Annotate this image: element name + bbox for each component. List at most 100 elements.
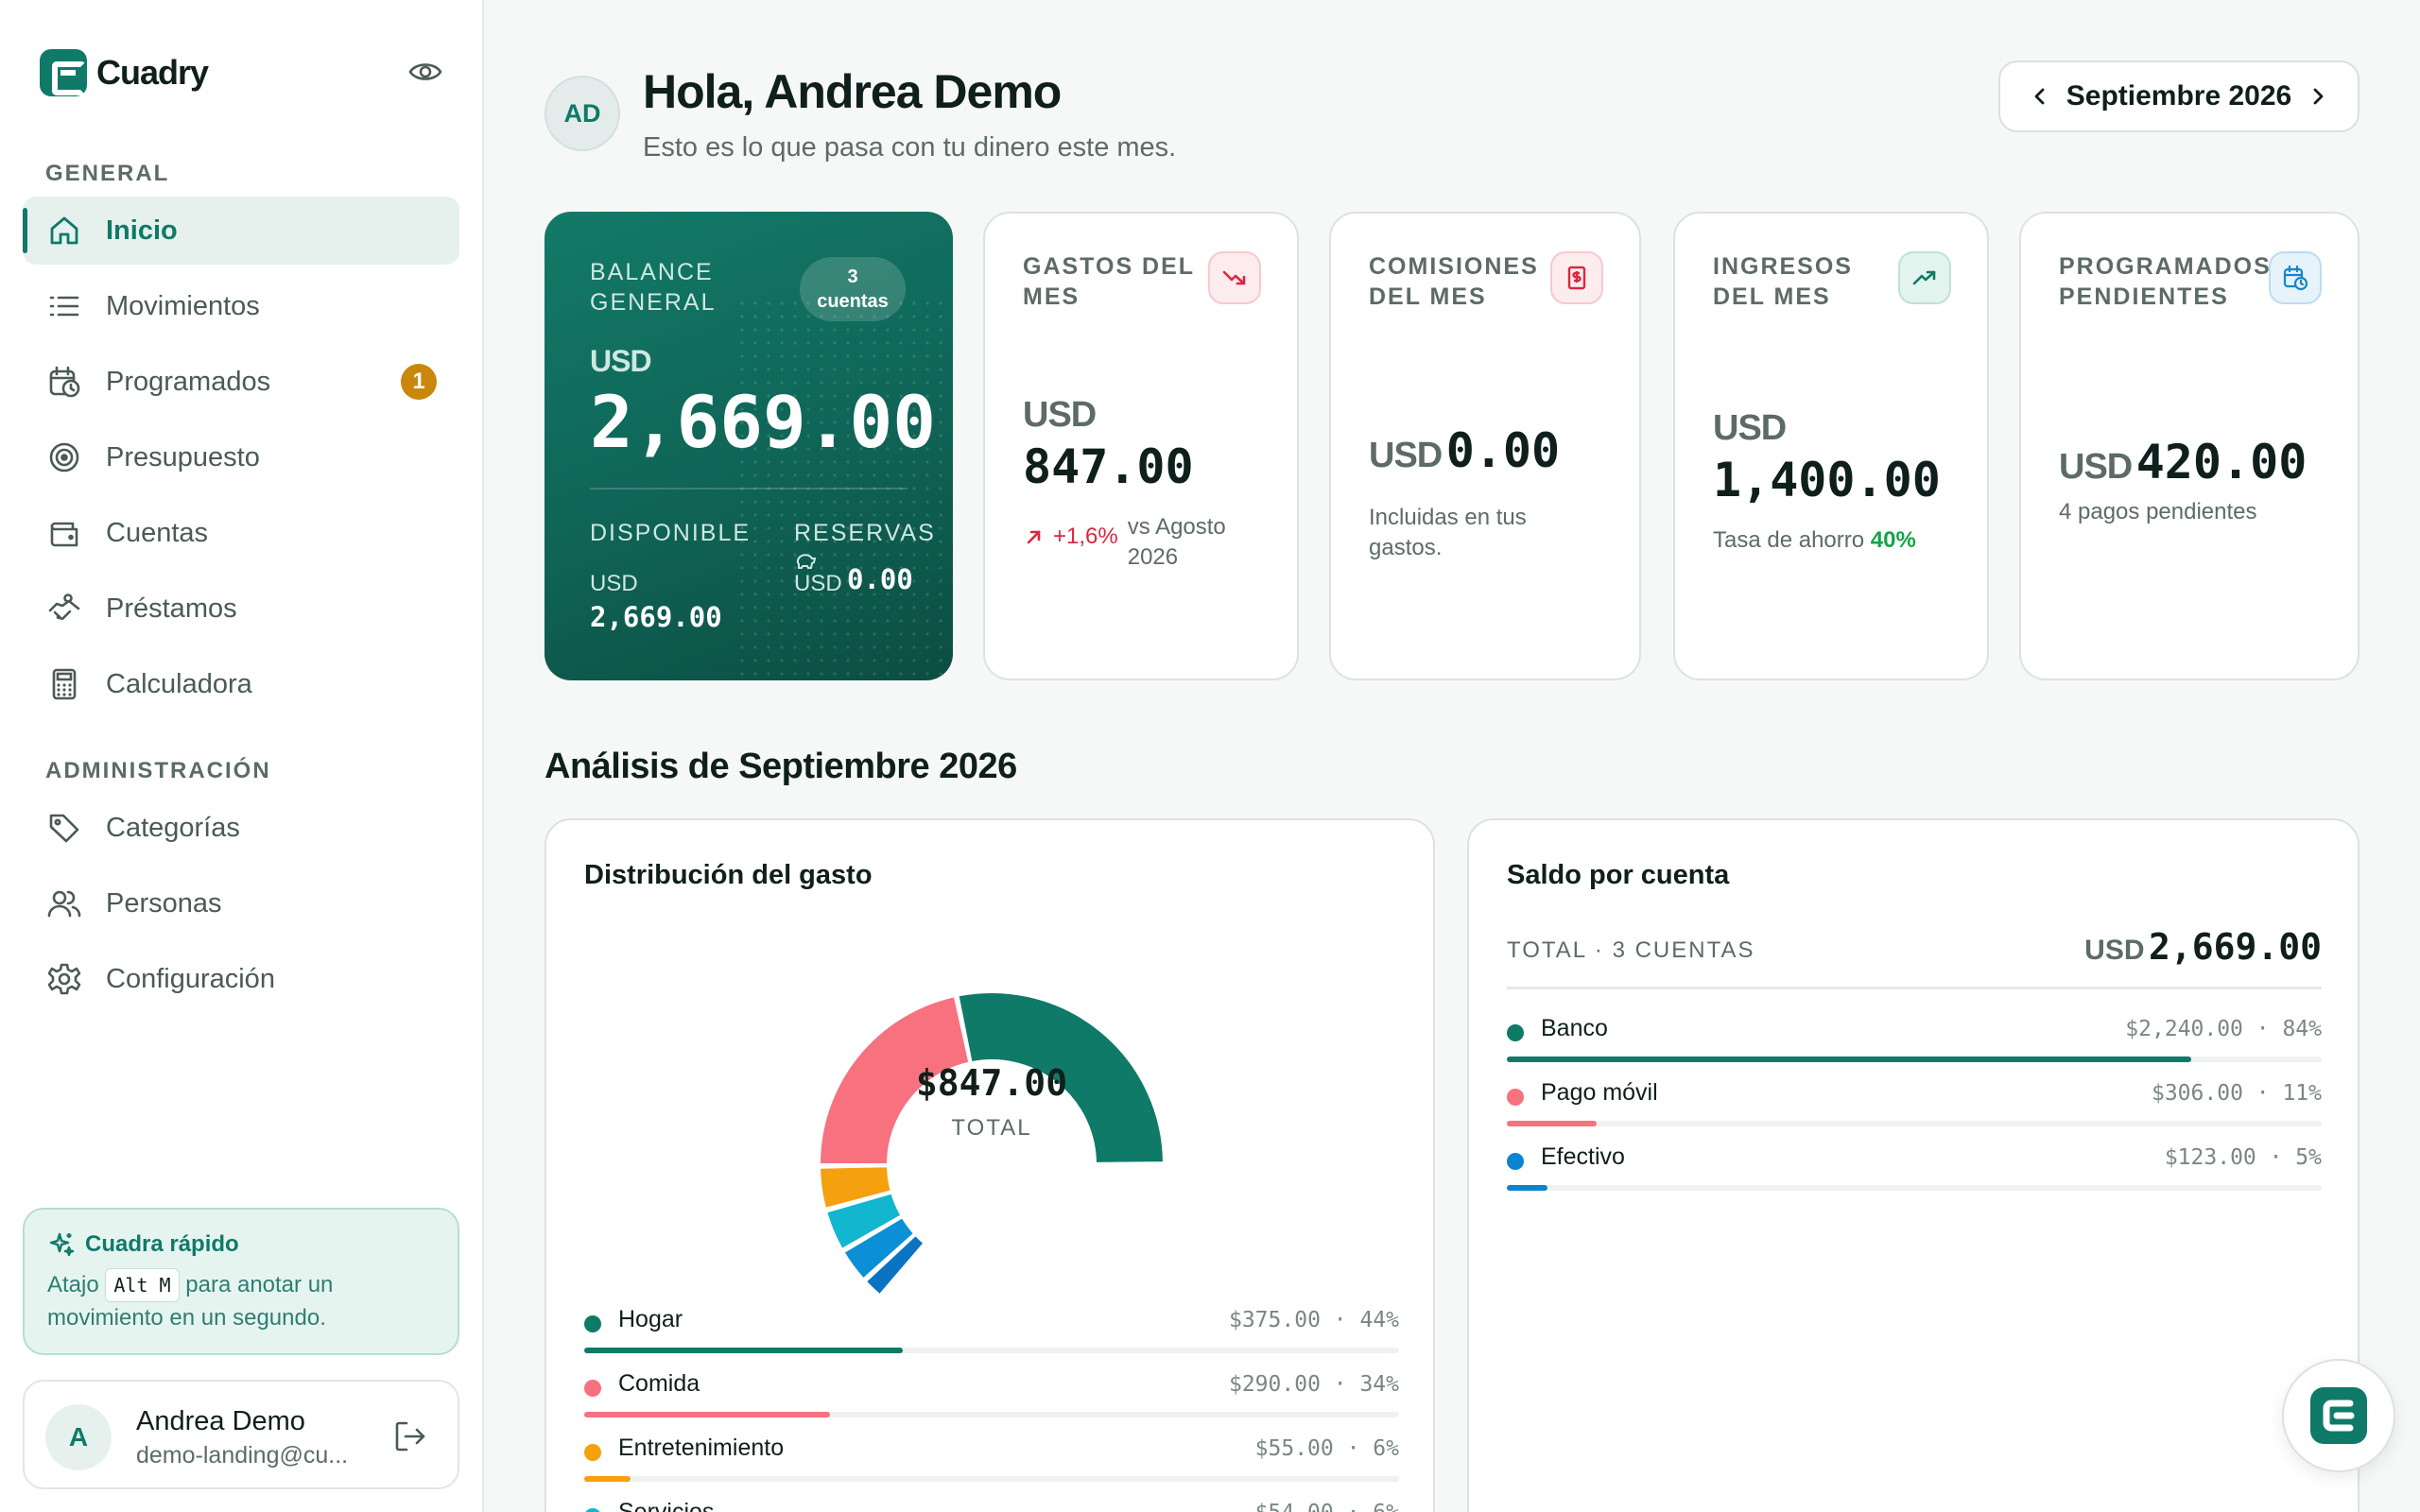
quick-add-text: Atajo Alt M para anotar un movimiento en… (47, 1268, 435, 1334)
account-row[interactable]: Banco $2,240.00 · 84% (1507, 1015, 2322, 1079)
avatar: A (45, 1404, 112, 1470)
balance-label: BALANCE GENERAL (590, 259, 717, 316)
legend-name: Entretenimiento (618, 1435, 785, 1461)
page-subtitle: Esto es lo que pasa con tu dinero este m… (643, 132, 1177, 163)
donut-slice-other-4[interactable] (842, 1215, 916, 1280)
reserves-amount: 0.00 (847, 563, 913, 595)
sidebar-item-label: Presupuesto (106, 441, 260, 472)
progress-track (1507, 1057, 2322, 1062)
legend-value: $375.00 · 44% (1228, 1308, 1399, 1332)
account-value: $123.00 · 5% (2164, 1145, 2322, 1170)
donut-slice-comida[interactable] (818, 995, 971, 1165)
sidebar-item-label: Categorías (106, 812, 240, 843)
reserves-label: RESERVAS (794, 520, 953, 575)
page-title: Hola, Andrea Demo (643, 65, 1062, 118)
sparkles-icon (49, 1232, 75, 1257)
sidebar-item-label: Movimientos (106, 290, 260, 321)
account-row[interactable]: Pago móvil $306.00 · 11% (1507, 1079, 2322, 1143)
sidebar-item-programados[interactable]: Programados 1 (23, 348, 459, 416)
savings-rate-value: 40% (1870, 527, 1916, 553)
legend-color-dot (1507, 1153, 1524, 1170)
accounts-count: 3 (847, 266, 858, 287)
sidebar-item-label: Configuración (106, 963, 275, 994)
balance-amount: 2,669.00 (590, 380, 937, 464)
logout-icon[interactable] (391, 1418, 429, 1455)
accounts-balance-panel: Saldo por cuenta TOTAL · 3 CUENTAS USD 2… (1467, 818, 2360, 1512)
trending-down-icon (1208, 251, 1261, 304)
sidebar-item-inicio[interactable]: Inicio (23, 197, 459, 265)
savings-rate-label: Tasa de ahorro (1713, 527, 1865, 553)
stat-currency: USD (1369, 436, 1443, 475)
stat-label: INGRESOS DEL MES (1713, 253, 1853, 310)
donut-slice-hogar[interactable] (957, 991, 1166, 1164)
change-percent: +1,6% (1053, 524, 1118, 549)
wallet-icon (45, 514, 83, 552)
chevron-left-icon[interactable] (2021, 77, 2059, 115)
sidebar-item-label: Programados (106, 366, 271, 397)
sidebar-item-prestamos[interactable]: Préstamos (23, 575, 459, 643)
current-month[interactable]: Septiembre 2026 (2066, 80, 2292, 112)
legend-item[interactable]: Comida $290.00 · 34% (584, 1370, 1399, 1435)
legend-item[interactable]: Entretenimiento $55.00 · 6% (584, 1435, 1399, 1499)
gastos-amount-block: USD 847.00 (1023, 395, 1194, 494)
section-label-general: GENERAL (45, 161, 170, 186)
progress-track (1507, 1121, 2322, 1126)
chevron-right-icon[interactable] (2299, 77, 2337, 115)
donut-total-amount: $847.00 (915, 1062, 1068, 1104)
arrow-up-right-icon (1027, 530, 1041, 544)
legend-item[interactable]: Hogar $375.00 · 44% (584, 1306, 1399, 1370)
spending-distribution-panel: Distribución del gasto $847.00 TOTAL Hog… (544, 818, 1435, 1512)
tag-icon (45, 809, 83, 847)
sidebar-item-movimientos[interactable]: Movimientos (23, 272, 459, 340)
sidebar-item-label: Calculadora (106, 668, 252, 699)
donut-slice-servicios[interactable] (824, 1192, 903, 1251)
stat-label: PROGRAMADOS PENDIENTES (2059, 253, 2272, 310)
user-card[interactable]: A Andrea Demo demo-landing@cu... (23, 1380, 459, 1489)
stat-amount: 0.00 (1445, 423, 1561, 478)
brand[interactable]: Cuadry (40, 49, 209, 96)
sidebar-item-calculadora[interactable]: Calculadora (23, 650, 459, 718)
donut-slice-other-5[interactable] (864, 1233, 925, 1297)
stat-amount: 847.00 (1023, 439, 1194, 494)
stat-card-gastos[interactable]: GASTOS DEL MES USD 847.00 +1,6% vs Agost… (983, 212, 1299, 680)
stat-amount: 1,400.00 (1713, 453, 1941, 507)
balance-card[interactable]: BALANCE GENERAL 3 cuentas USD 2,669.00 D… (544, 212, 953, 680)
legend-color-dot (584, 1508, 601, 1512)
legend-color-dot (1507, 1089, 1524, 1106)
month-picker: Septiembre 2026 (1998, 60, 2360, 132)
accounts-count-badge: 3 cuentas (800, 257, 906, 321)
sidebar-item-label: Personas (106, 887, 222, 919)
calendar-clock-icon (2269, 251, 2322, 304)
home-icon (45, 212, 83, 249)
accounts-total-currency: USD (2084, 935, 2145, 966)
legend-color-dot (584, 1444, 601, 1461)
gear-icon (45, 960, 83, 998)
accounts-total-label: TOTAL · 3 CUENTAS (1507, 937, 1755, 963)
account-name: Efectivo (1541, 1143, 1625, 1170)
user-name: Andrea Demo (136, 1406, 305, 1436)
progress-track (584, 1476, 1399, 1482)
account-row[interactable]: Efectivo $123.00 · 5% (1507, 1143, 2322, 1208)
stat-card-comisiones[interactable]: COMISIONES DEL MES USD 0.00 Incluidas en… (1329, 212, 1641, 680)
reserves-label-text: RESERVAS (794, 520, 936, 546)
progress-fill (584, 1348, 904, 1353)
section-label-admin: ADMINISTRACIÓN (45, 758, 271, 783)
sidebar-item-personas[interactable]: Personas (23, 869, 459, 937)
panel-title: Distribución del gasto (584, 860, 873, 890)
legend-value: $290.00 · 34% (1228, 1372, 1399, 1397)
donut-slice-entretenimiento[interactable] (819, 1165, 892, 1211)
available-currency: USD (590, 571, 638, 596)
calendar-clock-icon (45, 363, 83, 401)
toggle-visibility-eye-icon[interactable] (405, 55, 446, 89)
stat-currency: USD (1023, 395, 1097, 435)
sidebar-item-cuentas[interactable]: Cuentas (23, 499, 459, 567)
legend-item[interactable]: Servicios $54.00 · 6% (584, 1499, 1399, 1512)
quick-add-fab-button[interactable] (2282, 1359, 2395, 1472)
stat-card-ingresos[interactable]: INGRESOS DEL MES USD 1,400.00 Tasa de ah… (1673, 212, 1989, 680)
sidebar-item-configuracion[interactable]: Configuración (23, 945, 459, 1013)
progress-track (584, 1348, 1399, 1353)
stat-card-programados[interactable]: PROGRAMADOS PENDIENTES USD 420.00 4 pago… (2019, 212, 2360, 680)
legend-name: Comida (618, 1370, 700, 1397)
sidebar-item-categorias[interactable]: Categorías (23, 794, 459, 862)
sidebar-item-presupuesto[interactable]: Presupuesto (23, 423, 459, 491)
